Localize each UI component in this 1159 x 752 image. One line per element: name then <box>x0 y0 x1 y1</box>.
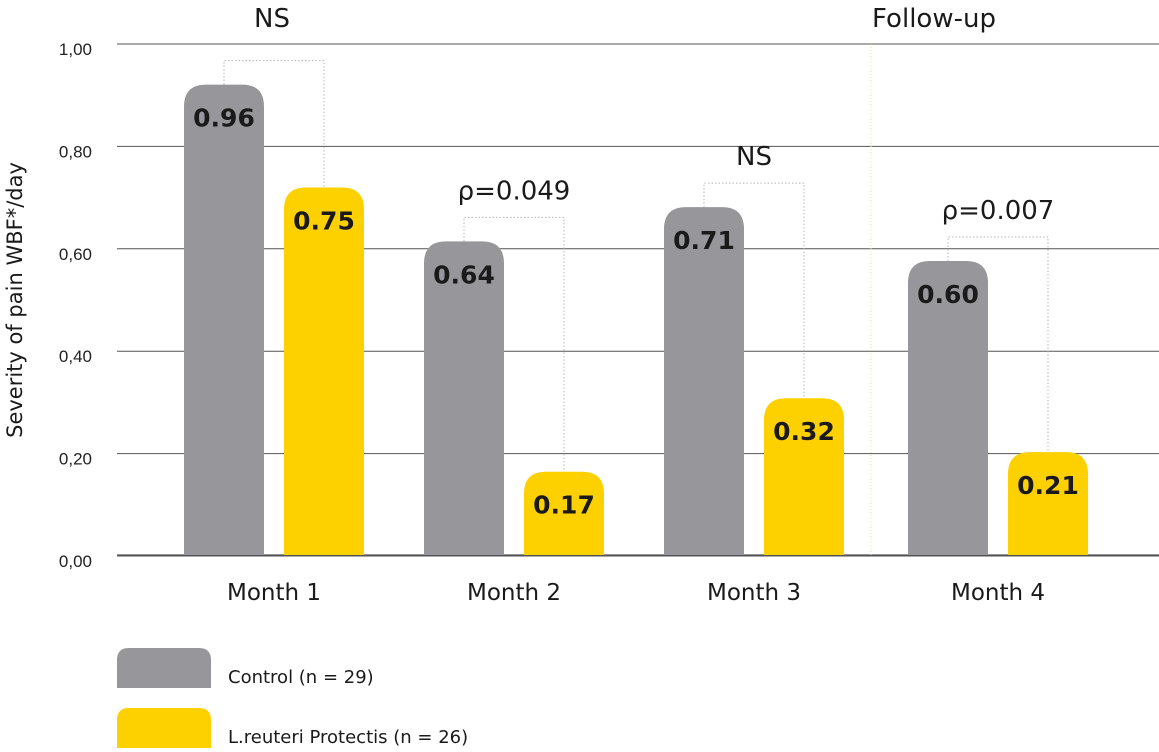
data-label: 0.60 <box>917 280 979 309</box>
data-label: 0.64 <box>433 260 495 289</box>
significance-label: NS <box>736 142 772 172</box>
x-tick-label: Month 4 <box>951 580 1045 606</box>
y-tick-label: 0,80 <box>59 142 92 161</box>
category-labels: Month 1 Month 2 Month 3 Month 4 <box>227 580 1045 606</box>
significance-bracket <box>463 216 565 472</box>
y-tick-label: 0,00 <box>59 552 92 571</box>
y-axis-label: Severity of pain WBF*/day <box>3 162 27 438</box>
significance-bracket <box>223 60 325 188</box>
y-tick-label: 0,60 <box>59 245 92 264</box>
y-tick-label: 0,40 <box>59 347 92 366</box>
legend-entry: L.reuteri Protectis (n = 26) <box>228 727 468 748</box>
bar <box>284 187 364 555</box>
x-tick-label: Month 3 <box>707 580 801 606</box>
y-tick-label: 0,20 <box>59 450 92 469</box>
bar <box>908 261 988 555</box>
data-label: 0.75 <box>293 207 355 236</box>
follow-up-label: Follow-up <box>872 4 996 34</box>
legend-entry: Control (n = 29) <box>228 667 374 688</box>
bar <box>184 84 264 555</box>
significance-label: ρ=0.049 <box>458 176 571 206</box>
data-label: 0.96 <box>193 104 255 133</box>
y-tick-label: 1,00 <box>59 40 92 59</box>
legend-swatch <box>117 708 211 748</box>
significance-label: NS <box>254 4 290 34</box>
significance-bracket <box>703 182 805 399</box>
data-label: 0.17 <box>533 491 595 520</box>
bar <box>1008 452 1088 555</box>
significance-label: ρ=0.007 <box>942 196 1055 226</box>
y-tick-labels: 1,00 0,80 0,60 0,40 0,20 0,00 <box>59 40 92 571</box>
significance-bracket <box>947 236 1049 453</box>
x-tick-label: Month 2 <box>467 580 561 606</box>
bar <box>664 207 744 555</box>
data-label: 0.21 <box>1017 471 1079 500</box>
bar <box>424 241 504 555</box>
bars: 0.96 0.75 0.64 0.17 0.71 0.32 0.60 0.21 <box>184 84 1088 555</box>
legend-swatch <box>117 648 211 688</box>
x-tick-label: Month 1 <box>227 580 321 606</box>
data-label: 0.32 <box>773 417 835 446</box>
legend: Control (n = 29) L.reuteri Protectis (n =… <box>117 648 468 748</box>
data-label: 0.71 <box>673 226 735 255</box>
bar <box>764 398 844 555</box>
grid-lines <box>117 43 1159 557</box>
bar <box>524 471 604 555</box>
significance-brackets: NS ρ=0.049 NS ρ=0.007 <box>223 4 1055 472</box>
